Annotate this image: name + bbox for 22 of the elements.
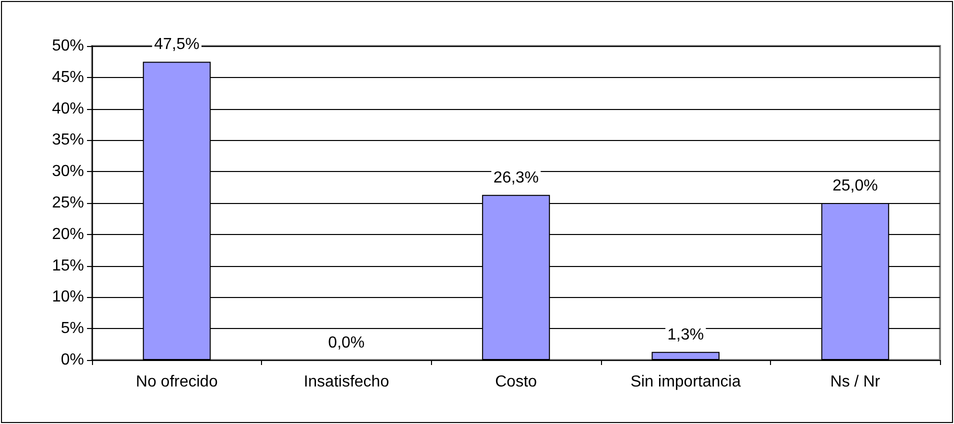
x-tick-label: Costo bbox=[495, 374, 537, 390]
data-label: 0,0% bbox=[328, 334, 365, 352]
y-tick-label: 20% bbox=[52, 226, 84, 243]
y-tick-label: 40% bbox=[52, 100, 84, 118]
y-tick-label: 50% bbox=[52, 38, 84, 54]
data-label: 1,3% bbox=[667, 326, 704, 344]
x-tick-label: No ofrecido bbox=[136, 374, 218, 390]
x-tick-label: Ns / Nr bbox=[830, 374, 881, 390]
y-tick-label: 45% bbox=[52, 68, 84, 86]
y-tick-label: 30% bbox=[52, 163, 84, 180]
y-tick-label: 35% bbox=[52, 132, 84, 149]
bar bbox=[652, 352, 720, 360]
y-tick-label: 25% bbox=[52, 194, 84, 212]
data-label: 26,3% bbox=[493, 169, 539, 186]
y-tick-label: 15% bbox=[52, 257, 84, 274]
y-tick-label: 10% bbox=[52, 288, 84, 306]
data-label: 25,0% bbox=[832, 178, 878, 194]
data-label: 47,5% bbox=[154, 36, 200, 54]
x-tick-label: Insatisfecho bbox=[304, 374, 390, 390]
y-tick-label: 5% bbox=[60, 320, 84, 338]
x-tick-label: Sin importancia bbox=[630, 374, 741, 390]
y-tick-label: 0% bbox=[60, 352, 84, 368]
